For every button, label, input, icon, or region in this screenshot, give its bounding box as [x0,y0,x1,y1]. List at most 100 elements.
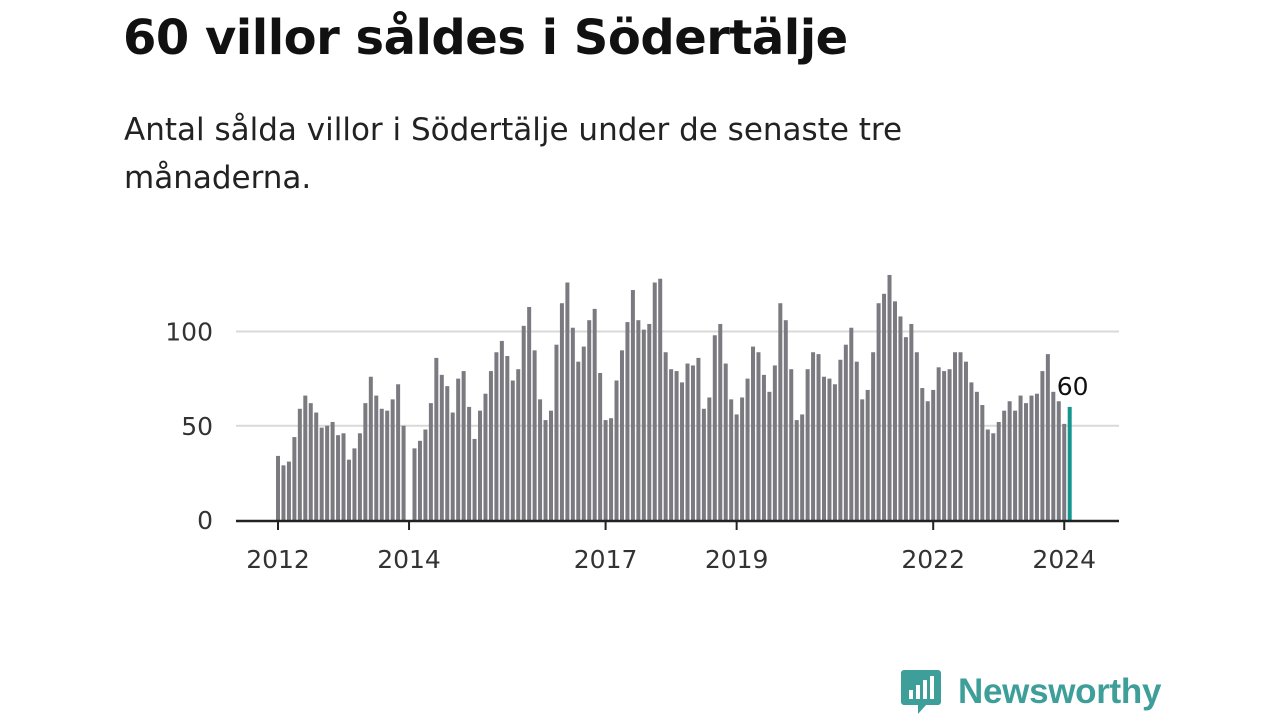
bar [761,374,766,520]
bar [985,429,990,520]
bar [461,371,466,520]
bar [734,414,739,520]
bar [374,395,379,520]
bar [892,301,897,520]
highlight-bar [1067,406,1072,520]
bar [936,367,941,520]
bar [292,437,297,520]
bar [1013,410,1018,520]
bar [772,365,777,520]
bar [385,410,390,520]
bar [276,455,280,520]
bar [494,352,499,520]
newsworthy-logo-icon [901,670,941,714]
bar [510,380,515,520]
bar [565,282,570,520]
bar [800,414,805,520]
x-tick-label: 2017 [574,545,638,574]
bar [570,327,575,520]
bar [887,274,892,520]
bar [958,352,963,520]
bar [854,361,859,520]
bar [914,352,919,520]
bar [636,320,641,520]
bar [1029,395,1034,520]
bar [942,371,947,520]
x-tick-label: 2024 [1032,545,1096,574]
bar [898,316,903,520]
bar [849,327,854,520]
bar [505,356,510,520]
bar [658,278,663,520]
x-tick-label: 2014 [377,545,441,574]
bar [346,459,351,520]
x-tick-label: 2022 [901,545,965,574]
chart-title: 60 villor såldes i Södertälje [123,10,848,66]
bar [303,395,308,520]
bar [740,397,745,520]
bar [980,405,985,520]
bar [428,403,433,520]
bar [417,440,422,520]
bar [811,352,816,520]
bar [439,374,444,520]
bar [543,420,548,520]
bar [991,433,996,520]
bar [680,382,685,520]
bar [838,359,843,520]
bar [330,421,335,520]
brand-name: Newsworthy [958,672,1162,711]
bar [723,363,728,520]
highlight-value-label: 60 [1057,372,1089,401]
bar [554,344,559,520]
bar [827,378,832,520]
chart-subtitle: Antal sålda villor i Södertälje under de… [124,112,903,196]
bar [286,461,291,520]
bar [401,425,406,520]
bar [745,378,750,520]
bar [931,389,936,520]
bar [619,350,624,520]
bar [712,335,717,520]
bar [625,322,630,520]
bar [751,346,756,520]
bar [532,350,537,520]
bar [368,376,373,520]
bar [1034,393,1039,520]
bar [630,290,635,520]
bar [794,420,799,520]
bar [871,352,876,520]
bar [832,384,837,520]
brand-logo: Newsworthy [900,668,1161,716]
bar [297,408,302,520]
bar [947,369,952,520]
bar [920,388,925,520]
bar [767,391,772,520]
bar [352,448,357,520]
bar [314,412,319,520]
bar [1024,403,1029,520]
bar [467,406,472,520]
bar [690,365,695,520]
bar [592,308,597,520]
bar [472,438,477,520]
bar [805,369,810,520]
bar [969,382,974,520]
bar [701,408,706,520]
bar [729,399,734,520]
bar [456,378,461,520]
bar [974,391,979,520]
bar [641,329,646,520]
bar [865,389,870,520]
bar [996,421,1001,520]
bar [325,425,330,520]
x-tick-label: 2019 [705,545,769,574]
bar [909,323,914,520]
bar [396,384,401,520]
bar [445,386,450,520]
bar [319,427,324,520]
bar [652,282,657,520]
bar [357,433,362,520]
bar [581,346,586,520]
bar [925,401,930,520]
